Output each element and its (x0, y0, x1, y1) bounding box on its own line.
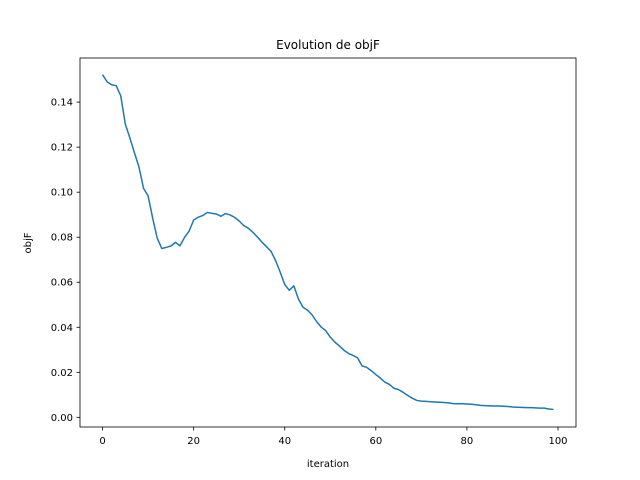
x-tick-label: 60 (369, 436, 382, 447)
x-tick-label: 20 (187, 436, 200, 447)
x-tick-label: 100 (548, 436, 567, 447)
x-axis-label: iteration (307, 459, 349, 470)
y-tick-label: 0.04 (51, 323, 73, 334)
y-axis-ticks: 0.00 0.02 0.04 0.06 0.08 0.10 0.12 0.14 (51, 98, 80, 424)
y-tick-label: 0.02 (51, 368, 73, 379)
y-axis-label: objF (23, 232, 34, 253)
x-axis-ticks: 0 20 40 60 80 100 (99, 427, 568, 447)
x-tick-label: 0 (99, 436, 105, 447)
y-tick-label: 0.10 (51, 188, 73, 199)
y-tick-label: 0.06 (51, 278, 73, 289)
x-tick-label: 80 (461, 436, 474, 447)
y-tick-label: 0.08 (51, 233, 73, 244)
y-tick-label: 0.00 (51, 413, 73, 424)
x-tick-label: 40 (278, 436, 291, 447)
y-tick-label: 0.14 (51, 98, 73, 109)
y-tick-label: 0.12 (51, 143, 73, 154)
chart-title: Evolution de objF (276, 38, 380, 52)
series-line (101, 74, 554, 411)
plot-frame (79, 57, 577, 428)
